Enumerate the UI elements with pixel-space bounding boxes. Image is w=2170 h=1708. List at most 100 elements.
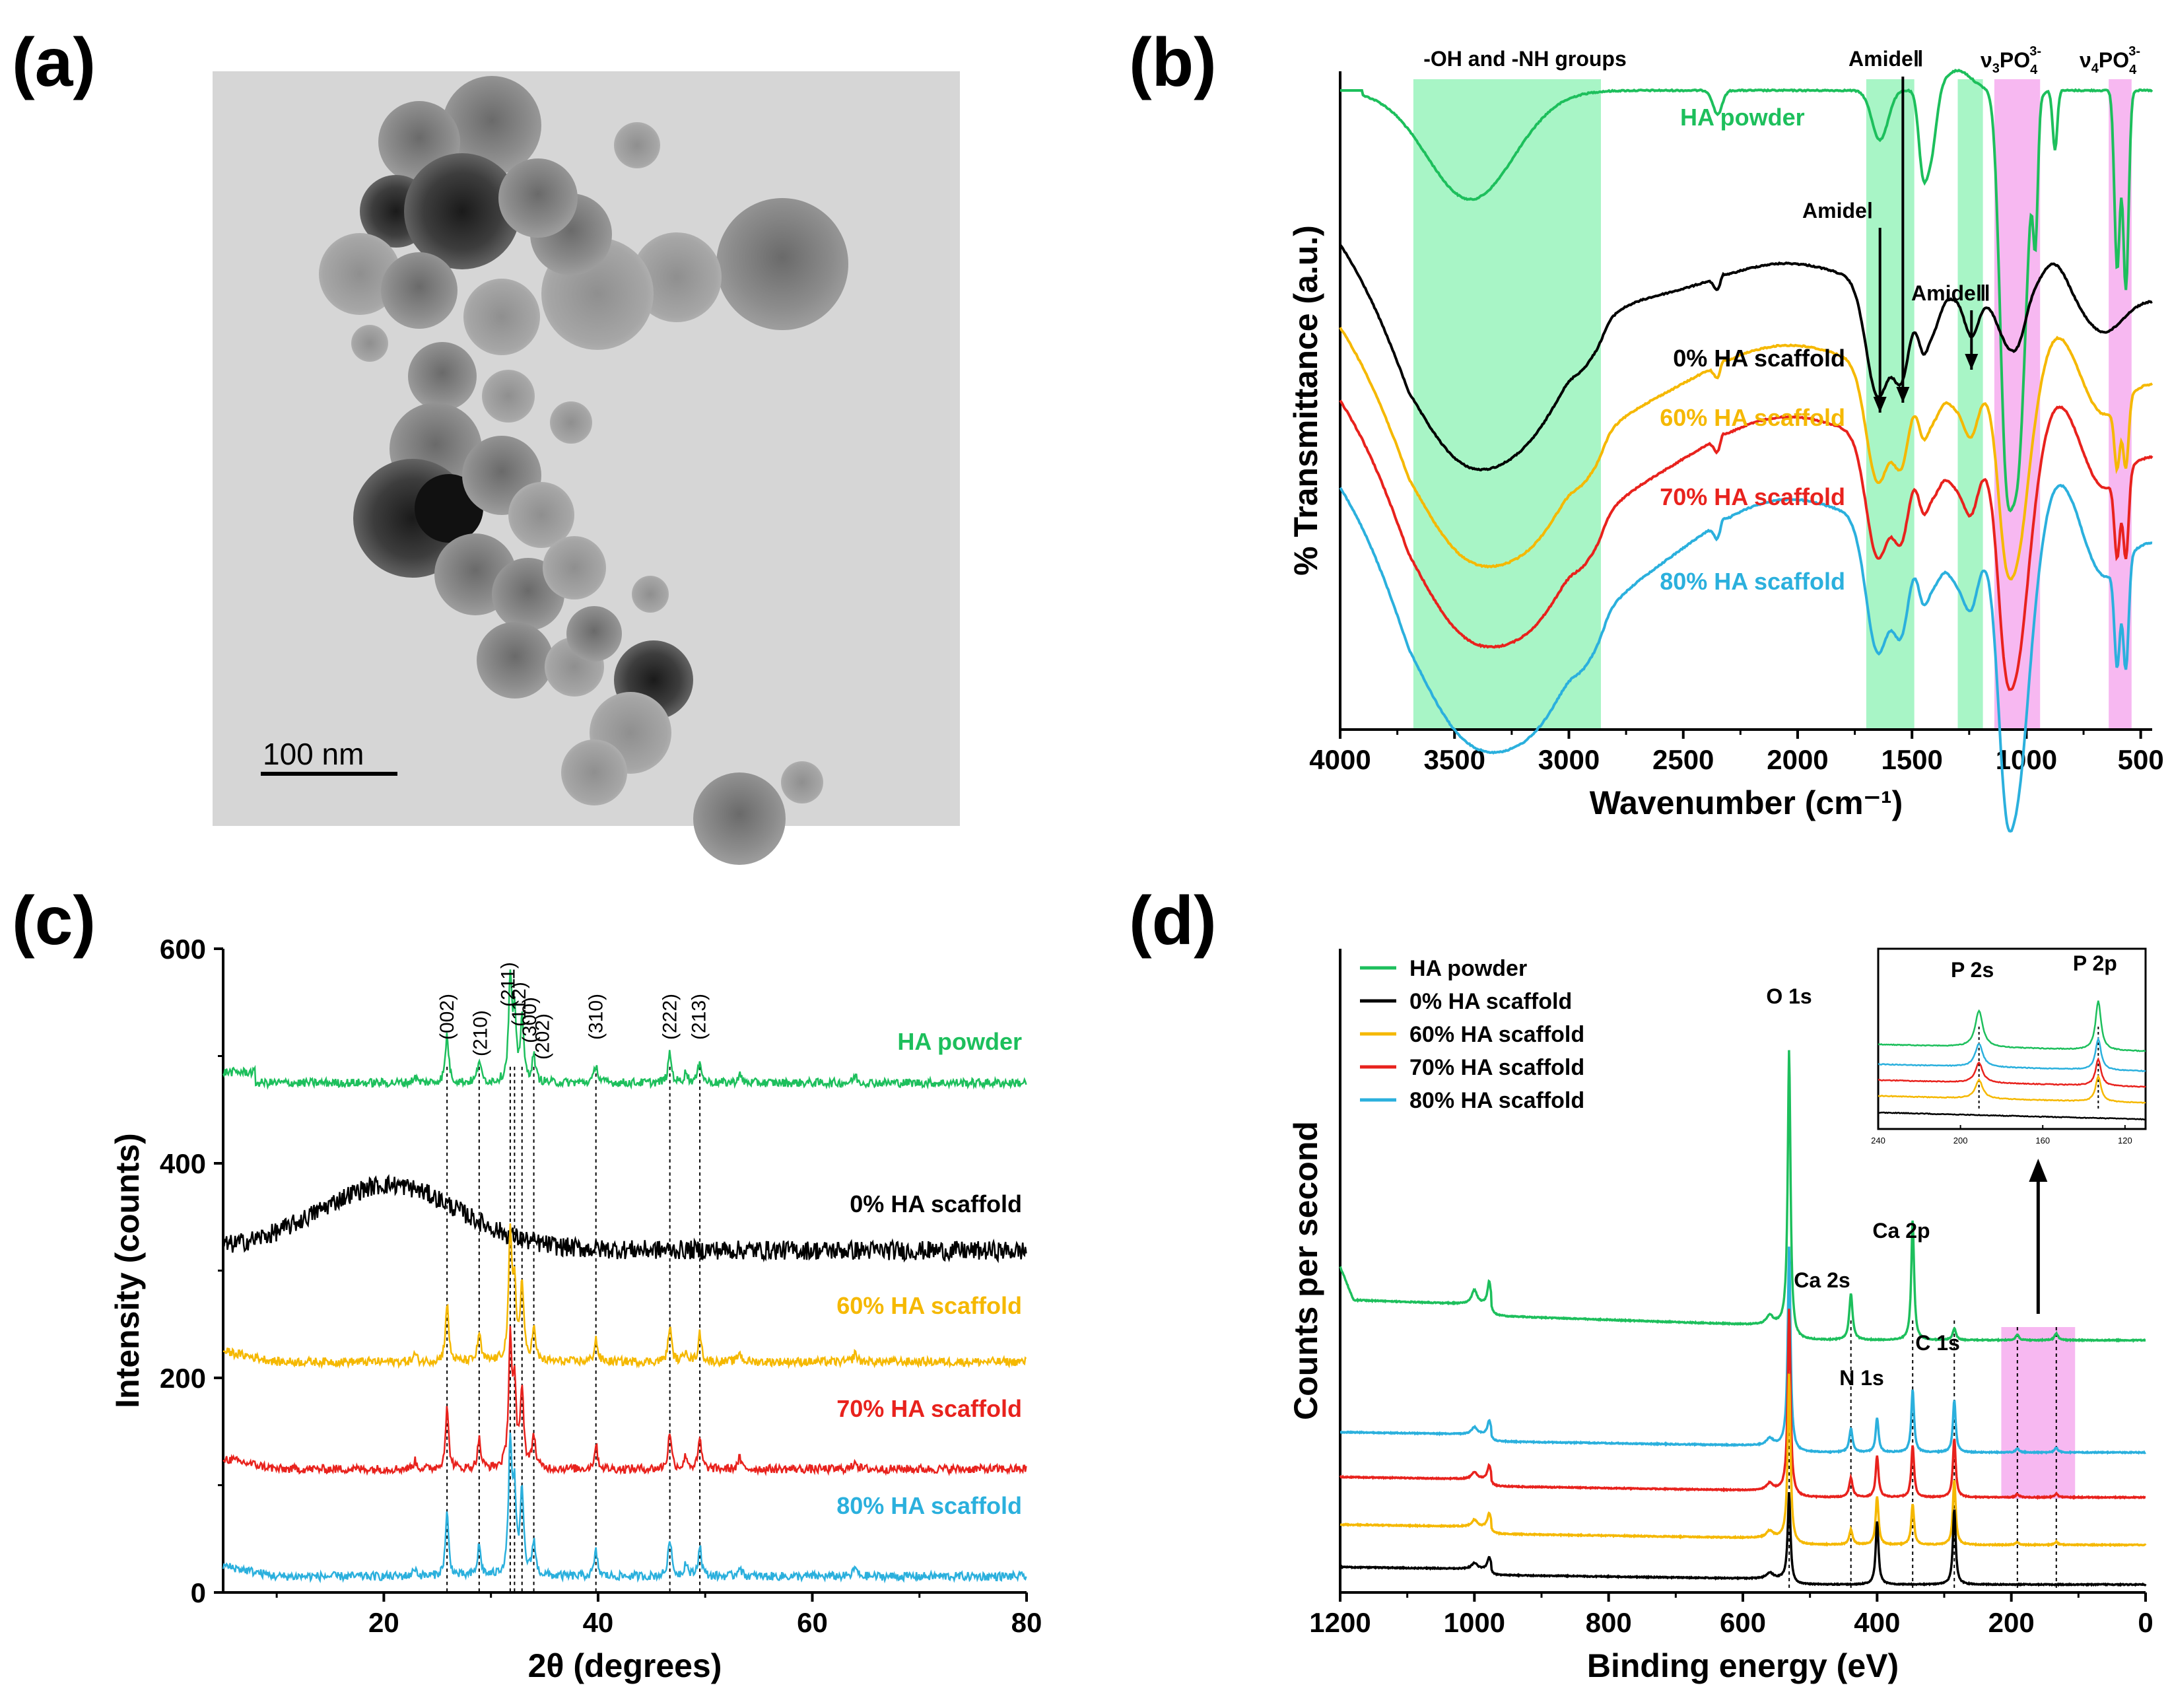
panel-label-d: (d)	[1129, 883, 1217, 959]
xrd-series-label: 60% HA scaffold	[836, 1292, 1022, 1319]
xps-y-title: Counts per second	[1287, 1121, 1324, 1420]
xrd-peak-label: (202)	[532, 1013, 554, 1060]
amide3-label: AmideⅢ	[1911, 281, 1990, 305]
xps-chart: 1200 1000 800 600 400 200 0 Binding energy (eV)…	[1287, 947, 2153, 1684]
xps-inset-line	[1878, 1111, 2146, 1121]
v4-label: ν4PO43-	[2080, 44, 2140, 77]
xrd-series-line	[222, 1174, 1027, 1264]
ftir-x-tick-label: 2000	[1767, 744, 1828, 775]
xps-series-line	[1339, 1247, 2146, 1455]
xps-peak-label: Ca 2s	[1794, 1268, 1850, 1292]
xrd-series-line	[222, 1223, 1027, 1369]
v4-po-sup: 3-	[2128, 44, 2140, 59]
xps-inset-tick-label: 120	[2118, 1136, 2132, 1145]
xrd-y-tick-label: 200	[160, 1363, 206, 1394]
nanoparticle-cluster	[319, 76, 848, 865]
xrd-series-label: HA powder	[897, 1028, 1022, 1055]
panel-label-a: (a)	[12, 24, 96, 101]
xps-x-tick-label: 1000	[1444, 1607, 1505, 1638]
amide1-arrow-head	[1873, 397, 1887, 413]
ftir-x-tick-label: 3000	[1538, 744, 1600, 775]
xrd-y-tick-label: 600	[160, 934, 206, 965]
xps-x-tick-label: 0	[2138, 1607, 2153, 1638]
xps-inset-line	[1878, 1074, 2146, 1104]
xps-inset-line	[1878, 1057, 2146, 1088]
xrd-peak-label: (210)	[469, 1010, 491, 1056]
ftir-x-tick-label: 1500	[1881, 744, 1942, 775]
ftir-series-line	[1339, 327, 2153, 581]
xrd-series-label: 70% HA scaffold	[836, 1395, 1022, 1422]
v4-po: PO	[2099, 48, 2129, 72]
v4-sub: 4	[2091, 61, 2099, 76]
xps-legend-label: 0% HA scaffold	[1409, 989, 1572, 1014]
v3-po-sub: 4	[2030, 63, 2038, 77]
xrd-peak-label: (310)	[586, 994, 607, 1040]
panel-label-b: (b)	[1129, 24, 1217, 101]
ftir-band-2	[1957, 79, 1983, 730]
ftir-x-tick-label: 2500	[1652, 744, 1714, 775]
v3-po-sup: 3-	[2029, 44, 2041, 59]
xps-peak-label: C 1s	[1915, 1331, 1960, 1355]
xps-series-line	[1339, 1373, 2147, 1548]
xps-series-line	[1339, 1309, 2146, 1500]
ftir-series-line	[1339, 399, 2153, 691]
v3-nu: ν	[1981, 48, 1992, 72]
v4-po-sub: 4	[2129, 63, 2137, 77]
xps-inset-tick-label: 240	[1871, 1136, 1885, 1145]
tem-image: 100 nm	[213, 71, 960, 865]
v3-label: ν3PO4 3-	[1981, 44, 2041, 77]
amide2-arrow-head	[1896, 387, 1910, 403]
xrd-x-tick-label: 60	[797, 1607, 828, 1638]
ftir-series-label: 0% HA scaffold	[1673, 345, 1845, 372]
xrd-series-label: 0% HA scaffold	[850, 1190, 1022, 1217]
xrd-x-tick-label: 20	[368, 1607, 399, 1638]
xps-peak-label: O 1s	[1766, 984, 1812, 1008]
ftir-y-title: % Transmittance (a.u.)	[1287, 225, 1324, 576]
amide2-label: AmideⅡ	[1848, 47, 1924, 71]
xps-x-tick-label: 400	[1854, 1607, 1900, 1638]
ftir-series-line	[1339, 244, 2153, 472]
xrd-y-tick-label: 0	[191, 1577, 206, 1608]
ftir-band-0	[1413, 79, 1601, 730]
xps-legend-label: 60% HA scaffold	[1409, 1022, 1584, 1047]
xrd-series-line	[222, 969, 1027, 1091]
ftir-x-tick-label: 4000	[1309, 744, 1371, 775]
xrd-series-label: 80% HA scaffold	[836, 1492, 1022, 1519]
ftir-series-label: HA powder	[1680, 104, 1805, 131]
ftir-series-label: 70% HA scaffold	[1660, 483, 1845, 510]
ftir-series-label: 80% HA scaffold	[1660, 568, 1845, 595]
xrd-peak-label: (002)	[436, 994, 458, 1040]
xps-series-line	[1339, 1050, 2146, 1343]
xps-inset-peak-label: P 2p	[2073, 951, 2117, 975]
amide1-label: AmideⅠ	[1802, 199, 1873, 222]
xrd-peak-label: (112)	[508, 982, 530, 1027]
xrd-y-tick-label: 400	[160, 1148, 206, 1179]
ftir-x-tick-label: 1000	[1996, 744, 2057, 775]
ftir-x-tick-label: 500	[2118, 744, 2164, 775]
xps-inset-line	[1878, 1000, 2146, 1052]
xps-x-tick-label: 200	[1988, 1607, 2035, 1638]
xrd-x-tick-label: 80	[1011, 1607, 1042, 1638]
xps-x-title: Binding energy (eV)	[1587, 1647, 1899, 1684]
v3-po: PO	[2000, 48, 2030, 72]
xrd-series-line	[222, 1432, 1027, 1584]
xps-legend-label: HA powder	[1409, 956, 1527, 981]
ftir-chart: 4000 3500 3000 2500 2000 1500 1000 500Wavenumbe…	[1287, 44, 2164, 833]
ftir-series-label: 60% HA scaffold	[1660, 404, 1845, 431]
ftir-x-title: Wavenumber (cm⁻¹)	[1590, 784, 1903, 821]
xrd-x-title: 2θ (degrees)	[528, 1647, 722, 1684]
xps-inset-arrow-head	[2029, 1159, 2048, 1182]
xrd-chart: 20 40 60 80 0 200 400 600 2θ (degrees) Intensity …	[109, 934, 1042, 1684]
xps-legend-label: 70% HA scaffold	[1409, 1055, 1584, 1080]
xps-series-line	[1339, 1491, 2147, 1587]
xps-inset-tick-label: 200	[1953, 1136, 1968, 1145]
xps-peak-label: N 1s	[1839, 1366, 1884, 1390]
panel-label-c: (c)	[12, 883, 96, 959]
xrd-peak-label: (211)	[498, 962, 520, 1007]
xrd-series-line	[222, 1326, 1027, 1476]
xps-peak-label: Ca 2p	[1872, 1219, 1930, 1243]
ftir-series-line	[1339, 483, 2153, 833]
oh-nh-label: -OH and -NH groups	[1423, 47, 1627, 71]
xps-highlight-band	[2001, 1327, 2076, 1499]
